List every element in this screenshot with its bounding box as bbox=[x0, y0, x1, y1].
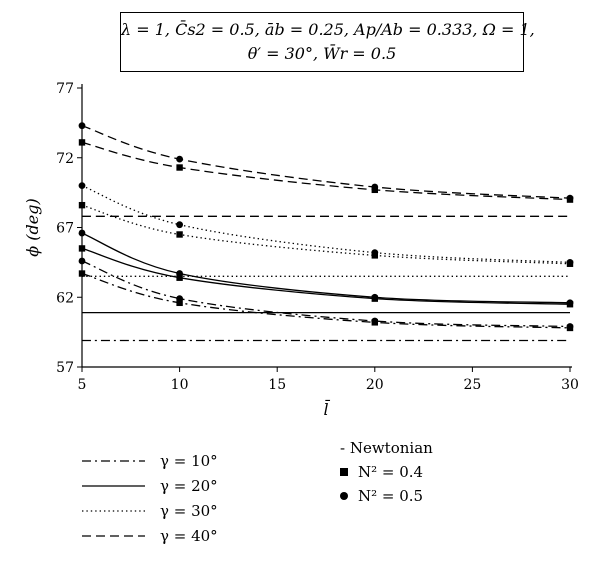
marker-square-gamma-10-1 bbox=[176, 299, 183, 307]
legend-square-marker bbox=[340, 468, 348, 476]
series-line-gamma-30-n2-05 bbox=[81, 185, 571, 264]
marker-square-gamma-40-1 bbox=[176, 164, 183, 171]
legend-marker-label-1: N² = 0.4 bbox=[358, 463, 423, 481]
x-tick-label-15: 15 bbox=[268, 377, 286, 393]
series-line-gamma-20-n2-04 bbox=[81, 247, 571, 305]
parameter-box: λ = 1, C̄s2 = 0.5, āb = 0.25, Ap/Ab = 0.… bbox=[120, 12, 535, 72]
legend-layer: γ = 10° γ = 20° γ = 30° γ = 40° - Newtonian N… bbox=[82, 439, 433, 545]
marker-circle-gamma-20-2 bbox=[371, 293, 379, 301]
axes-layer: 5 10 15 20 25 30 57 62 67 72 77 l̄ ϕ (deg) bbox=[23, 81, 579, 419]
x-tick-label-5: 5 bbox=[78, 377, 87, 393]
y-tick-label-57: 57 bbox=[56, 360, 74, 376]
series-line-gamma-10-n2-05 bbox=[81, 260, 571, 328]
y-tick-label-67: 67 bbox=[56, 221, 74, 237]
marker-square-gamma-20-1 bbox=[176, 274, 183, 281]
x-tick-label-10: 10 bbox=[171, 377, 189, 393]
series-line-gamma-40-n2-04 bbox=[81, 141, 571, 201]
marker-circle-gamma-10-2 bbox=[371, 317, 379, 325]
x-tick-label-25: 25 bbox=[463, 377, 481, 393]
legend-label-2: γ = 30° bbox=[160, 502, 218, 520]
marker-circle-gamma-40-2 bbox=[371, 183, 379, 191]
y-tick-label-77: 77 bbox=[56, 81, 74, 97]
x-tick-label-30: 30 bbox=[561, 377, 579, 393]
legend-label-0: γ = 10° bbox=[160, 452, 218, 470]
legend-label-3: γ = 40° bbox=[160, 527, 218, 545]
parameter-line-2: θ′ = 30°, W̄r = 0.5 bbox=[247, 44, 397, 63]
marker-circle-gamma-20-3 bbox=[566, 299, 574, 307]
series-line-gamma-40-n2-05 bbox=[81, 125, 571, 199]
marker-circle-gamma-10-3 bbox=[566, 323, 574, 330]
legend-marker-label-0: - Newtonian bbox=[340, 439, 433, 457]
x-tick-label-20: 20 bbox=[366, 377, 384, 393]
marker-circle-gamma-30-2 bbox=[371, 249, 379, 257]
legend-marker-label-2: N² = 0.5 bbox=[358, 487, 423, 505]
marker-circle-gamma-40-1 bbox=[176, 155, 184, 163]
series-line-gamma-20-n2-05 bbox=[81, 232, 571, 304]
x-axis-label: l̄ bbox=[323, 398, 330, 419]
marker-square-gamma-30-1 bbox=[176, 231, 183, 238]
y-tick-label-72: 72 bbox=[56, 151, 74, 167]
marker-circle-gamma-40-3 bbox=[566, 194, 574, 202]
marker-circle-gamma-30-1 bbox=[176, 221, 184, 229]
legend-label-1: γ = 20° bbox=[160, 477, 218, 495]
plot-layer bbox=[78, 122, 574, 342]
series-line-gamma-30-n2-04 bbox=[81, 204, 571, 265]
marker-circle-gamma-30-3 bbox=[566, 258, 574, 266]
legend-circle-marker bbox=[340, 492, 348, 500]
y-axis-label: ϕ (deg) bbox=[23, 198, 42, 256]
parameter-line-1: λ = 1, C̄s2 = 0.5, āb = 0.25, Ap/Ab = 0.… bbox=[121, 20, 535, 39]
y-tick-label-62: 62 bbox=[56, 290, 74, 306]
marker-circle-gamma-20-1 bbox=[176, 270, 184, 277]
marker-circle-gamma-10-1 bbox=[176, 295, 184, 303]
series-line-gamma-10-n2-04 bbox=[81, 272, 571, 329]
